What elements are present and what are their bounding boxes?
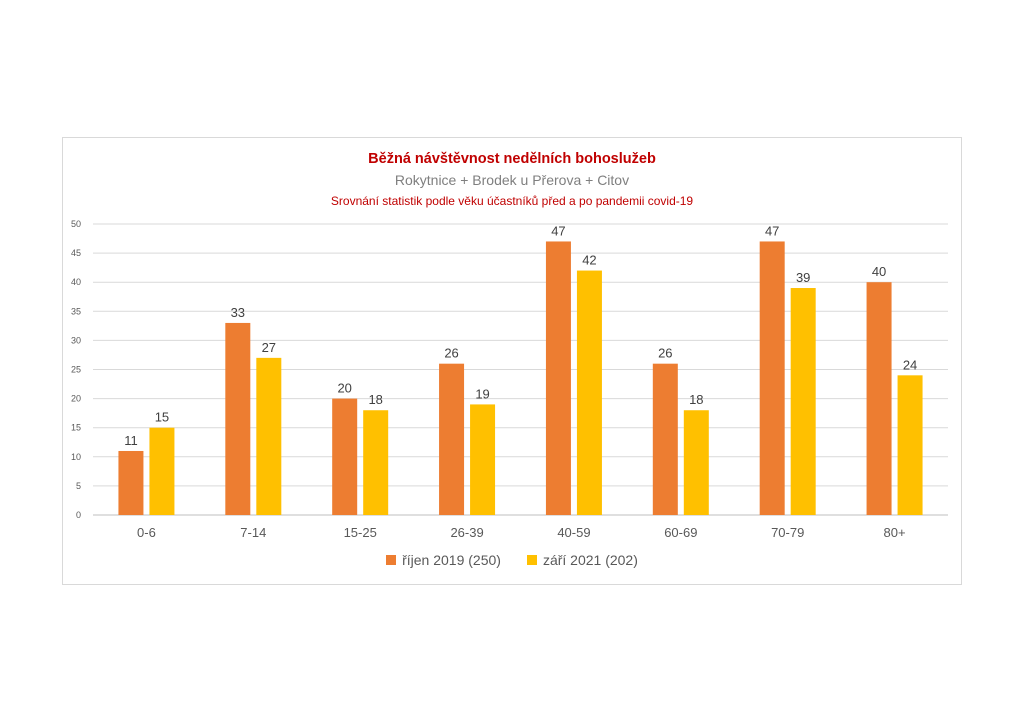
legend-swatch-series-2	[526, 555, 537, 565]
y-tick-label: 10	[71, 452, 81, 462]
legend-item-series-2: září 2021 (202)	[526, 552, 638, 568]
bar-series-1	[652, 363, 678, 515]
data-label: 24	[903, 357, 917, 372]
data-label: 33	[231, 305, 245, 320]
data-label: 18	[689, 392, 703, 407]
data-label: 11	[124, 433, 138, 448]
chart-subtitle: Rokytnice + Brodek u Přerova + Citov	[394, 172, 630, 188]
legend-item-series-1: říjen 2019 (250)	[386, 552, 501, 568]
y-tick-label: 20	[71, 394, 81, 404]
bar-series-1	[759, 241, 785, 515]
y-tick-label: 0	[76, 510, 81, 520]
data-label: 26	[444, 346, 458, 361]
data-label: 40	[872, 264, 886, 279]
bar-series-2	[149, 427, 175, 515]
bar-series-2	[576, 270, 602, 515]
y-tick-label: 45	[71, 248, 81, 258]
bar-series-2	[683, 410, 709, 515]
chart-title: Běžná návštěvnost nedělních bohoslužeb	[368, 151, 656, 167]
legend-label-series-2: září 2021 (202)	[542, 552, 638, 568]
y-tick-label: 30	[71, 335, 81, 345]
bar-series-2	[897, 375, 923, 515]
y-tick-label: 40	[71, 277, 81, 287]
bar-series-1	[545, 241, 571, 515]
x-tick-label: 40-59	[557, 525, 590, 540]
bar-series-1	[118, 450, 144, 515]
y-tick-label: 50	[71, 219, 81, 229]
data-label: 15	[155, 410, 169, 425]
bar-series-2	[790, 288, 816, 515]
x-tick-label: 0-6	[137, 525, 156, 540]
x-tick-label: 60-69	[664, 525, 697, 540]
bar-series-2	[363, 410, 389, 515]
data-label: 18	[368, 392, 382, 407]
legend-label-series-1: říjen 2019 (250)	[402, 552, 501, 568]
data-label: 26	[658, 346, 672, 361]
x-tick-label: 70-79	[771, 525, 804, 540]
chart-subtitle-2: Srovnání statistik podle věku účastníků …	[330, 194, 694, 208]
y-tick-label: 35	[71, 306, 81, 316]
data-label: 20	[337, 381, 351, 396]
data-label: 42	[582, 253, 596, 268]
data-label: 19	[475, 386, 489, 401]
x-tick-label: 80+	[884, 525, 906, 540]
data-label: 39	[796, 270, 810, 285]
data-label: 47	[551, 223, 565, 238]
x-tick-label: 26-39	[450, 525, 483, 540]
bar-series-1	[225, 322, 251, 515]
y-tick-label: 25	[71, 365, 81, 375]
x-tick-label: 7-14	[240, 525, 266, 540]
data-label: 27	[262, 340, 276, 355]
data-label: 47	[765, 223, 779, 238]
bar-series-2	[470, 404, 496, 515]
bar-series-2	[256, 357, 282, 515]
bar-series-1	[866, 282, 892, 515]
bar-series-1	[332, 398, 358, 515]
x-tick-label: 15-25	[344, 525, 377, 540]
chart-frame: Běžná návštěvnost nedělních bohoslužeb R…	[62, 137, 962, 585]
bar-chart-plot: 0 5 10 15 20 25 30 35 40 45 50 11 15 0-6 33 27 7-14 20 18 1…	[71, 219, 948, 540]
bar-series-1	[439, 363, 465, 515]
legend-swatch-series-1	[386, 555, 397, 565]
legend: říjen 2019 (250) září 2021 (202)	[63, 552, 961, 568]
y-tick-label: 5	[76, 481, 81, 491]
y-tick-label: 15	[71, 423, 81, 433]
